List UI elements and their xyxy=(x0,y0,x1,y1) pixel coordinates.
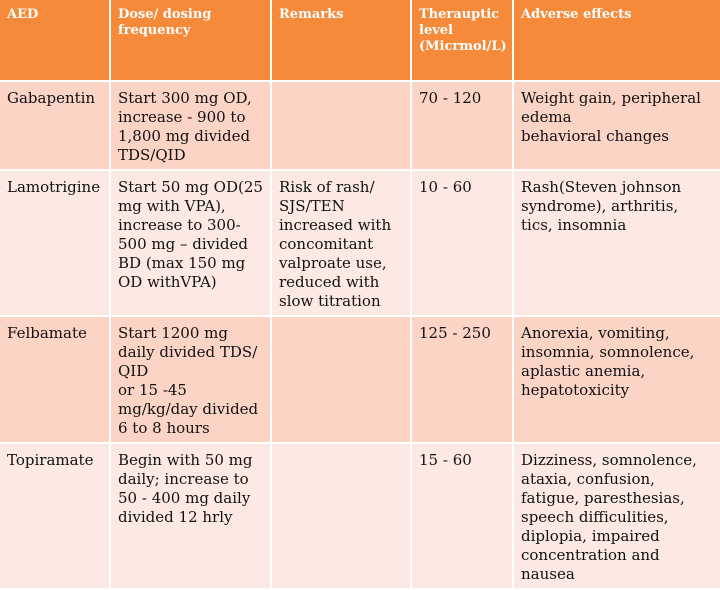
cell-remarks: Risk of rash/ SJS/TEN increased with con… xyxy=(271,170,412,317)
table-row: Topiramate Begin with 50 mg daily; incre… xyxy=(0,443,720,590)
table-row: Felbamate Start 1200 mg daily divided TD… xyxy=(0,316,720,444)
table-row: Lamotrigine Start 50 mg OD(25 mg with VP… xyxy=(0,170,720,317)
cell-dose: Start 300 mg OD, increase - 900 to 1,800… xyxy=(110,81,272,171)
cell-aed: Topiramate xyxy=(0,443,111,590)
header-remarks: Remarks xyxy=(271,0,412,82)
cell-remarks xyxy=(271,81,412,171)
cell-remarks xyxy=(271,316,412,444)
cell-dose: Start 1200 mg daily divided TDS/ QID or … xyxy=(110,316,272,444)
cell-level: 70 - 120 xyxy=(411,81,514,171)
cell-dose: Begin with 50 mg daily; increase to 50 -… xyxy=(110,443,272,590)
header-dose: Dose/ dosing frequency xyxy=(110,0,272,82)
cell-remarks xyxy=(271,443,412,590)
header-therapeutic-level: Therauptic level (Micrmol/L) xyxy=(411,0,514,82)
table-header-row: AED Dose/ dosing frequency Remarks Thera… xyxy=(0,0,720,82)
cell-level: 10 - 60 xyxy=(411,170,514,317)
cell-adverse: Weight gain, peripheral edema behavioral… xyxy=(513,81,720,171)
cell-level: 15 - 60 xyxy=(411,443,514,590)
cell-level: 125 - 250 xyxy=(411,316,514,444)
table-row: Gabapentin Start 300 mg OD, increase - 9… xyxy=(0,81,720,171)
cell-aed: Gabapentin xyxy=(0,81,111,171)
cell-dose: Start 50 mg OD(25 mg with VPA), increase… xyxy=(110,170,272,317)
cell-adverse: Anorexia, vomiting, insomnia, somnolence… xyxy=(513,316,720,444)
header-aed: AED xyxy=(0,0,111,82)
cell-aed: Felbamate xyxy=(0,316,111,444)
cell-adverse: Dizziness, somnolence, ataxia, confusion… xyxy=(513,443,720,590)
cell-adverse: Rash(Steven johnson syndrome), arthritis… xyxy=(513,170,720,317)
header-adverse-effects: Adverse effects xyxy=(513,0,720,82)
cell-aed: Lamotrigine xyxy=(0,170,111,317)
